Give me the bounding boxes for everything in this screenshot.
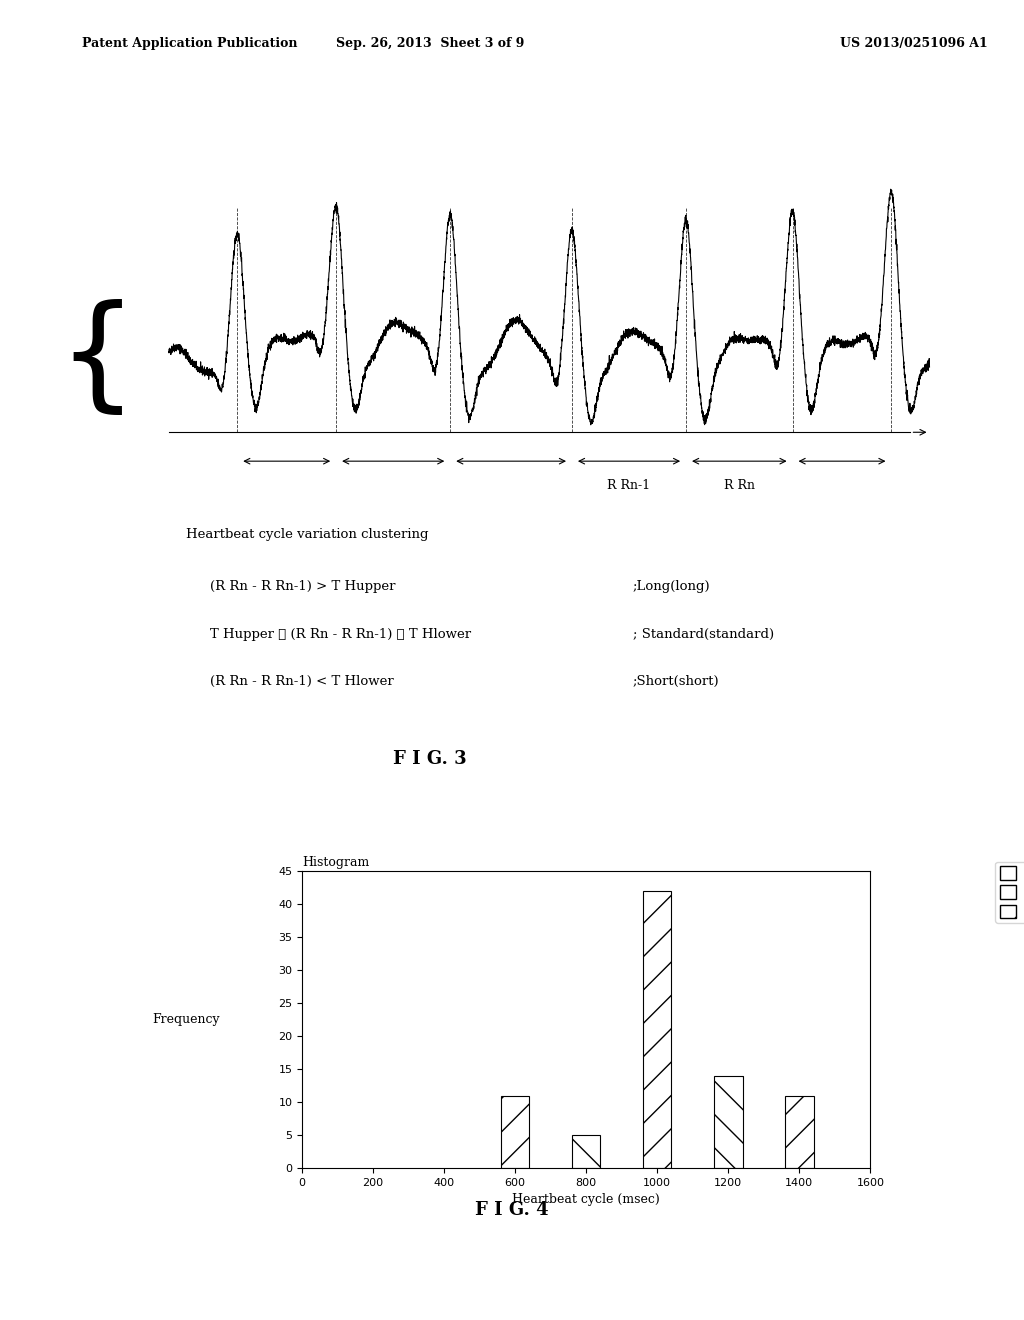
Text: F I G. 4: F I G. 4 bbox=[475, 1201, 549, 1220]
Text: ;Long(long): ;Long(long) bbox=[633, 579, 711, 593]
Text: Sep. 26, 2013  Sheet 3 of 9: Sep. 26, 2013 Sheet 3 of 9 bbox=[336, 37, 524, 50]
Text: (R Rn - R Rn-1) < T Hlower: (R Rn - R Rn-1) < T Hlower bbox=[210, 676, 393, 688]
X-axis label: Heartbeat cycle (msec): Heartbeat cycle (msec) bbox=[512, 1193, 660, 1206]
Legend: Long, Standard, Short: Long, Standard, Short bbox=[995, 862, 1024, 923]
Text: Frequency: Frequency bbox=[153, 1012, 220, 1026]
Bar bbox=[501, 1096, 529, 1168]
Text: {: { bbox=[57, 298, 137, 420]
Bar bbox=[714, 1076, 742, 1168]
Text: R Rn: R Rn bbox=[724, 479, 755, 492]
Bar bbox=[785, 1096, 814, 1168]
Bar bbox=[643, 891, 672, 1168]
Text: Heartbeat cycle variation clustering: Heartbeat cycle variation clustering bbox=[185, 528, 428, 541]
Text: (R Rn - R Rn-1) > T Hupper: (R Rn - R Rn-1) > T Hupper bbox=[210, 579, 395, 593]
Text: R Rn-1: R Rn-1 bbox=[607, 479, 650, 492]
Text: US 2013/0251096 A1: US 2013/0251096 A1 bbox=[840, 37, 987, 50]
Bar bbox=[572, 1135, 600, 1168]
Text: ; Standard(standard): ; Standard(standard) bbox=[633, 627, 774, 640]
Text: Patent Application Publication: Patent Application Publication bbox=[82, 37, 297, 50]
Text: F I G. 3: F I G. 3 bbox=[393, 750, 467, 768]
Text: T Hupper ≧ (R Rn - R Rn-1) ≧ T Hlower: T Hupper ≧ (R Rn - R Rn-1) ≧ T Hlower bbox=[210, 627, 471, 640]
Text: ;Short(short): ;Short(short) bbox=[633, 676, 720, 688]
Text: Histogram: Histogram bbox=[302, 855, 370, 869]
